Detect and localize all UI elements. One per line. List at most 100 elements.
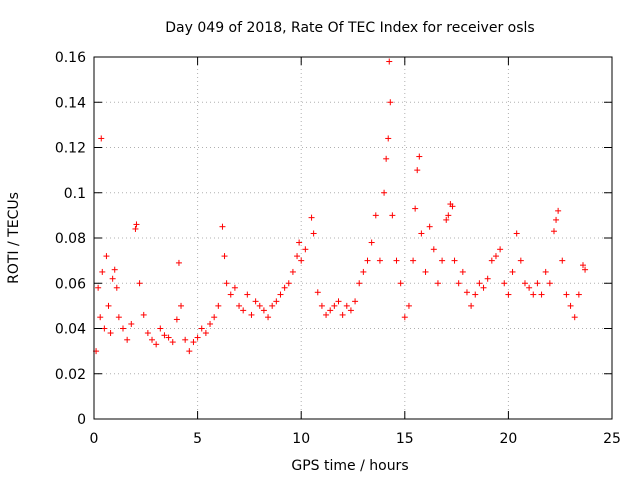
- data-point: [451, 257, 458, 264]
- data-point: [449, 203, 456, 210]
- data-point: [559, 257, 566, 264]
- data-point: [393, 257, 400, 264]
- data-point: [252, 298, 259, 305]
- x-tick-label: 20: [499, 431, 517, 447]
- data-point: [567, 302, 574, 309]
- y-tick-label: 0.16: [55, 50, 86, 66]
- data-point: [194, 334, 201, 341]
- x-tick-label: 0: [90, 431, 99, 447]
- data-point: [439, 257, 446, 264]
- data-point: [459, 268, 466, 275]
- data-point: [302, 246, 309, 253]
- data-point: [582, 266, 589, 273]
- data-point: [186, 348, 193, 355]
- data-point: [563, 291, 570, 298]
- data-point: [376, 257, 383, 264]
- data-point: [468, 302, 475, 309]
- data-point: [103, 253, 110, 260]
- data-point: [113, 284, 120, 291]
- data-point: [105, 302, 112, 309]
- data-point: [410, 257, 417, 264]
- data-point: [571, 314, 578, 321]
- data-point: [140, 311, 147, 318]
- data-point: [215, 302, 222, 309]
- data-point: [165, 334, 172, 341]
- data-point: [240, 307, 247, 314]
- data-point: [352, 298, 359, 305]
- data-point: [111, 266, 118, 273]
- data-point: [356, 280, 363, 287]
- data-point: [260, 307, 267, 314]
- y-tick-label: 0.06: [55, 276, 86, 292]
- data-point: [308, 214, 315, 221]
- data-point: [211, 314, 218, 321]
- data-point: [296, 239, 303, 246]
- data-point: [550, 228, 557, 235]
- data-point: [281, 284, 288, 291]
- data-point: [445, 212, 452, 219]
- data-point: [360, 268, 367, 275]
- y-tick-label: 0: [77, 412, 86, 428]
- data-point: [422, 268, 429, 275]
- data-point: [173, 316, 180, 323]
- data-point: [310, 230, 317, 237]
- data-point: [221, 253, 228, 260]
- data-point: [149, 336, 156, 343]
- y-tick-label: 0.12: [55, 141, 86, 157]
- data-point: [109, 275, 116, 282]
- data-point: [505, 291, 512, 298]
- data-point: [443, 216, 450, 223]
- data-point: [298, 257, 305, 264]
- y-tick-label: 0.08: [55, 231, 86, 247]
- data-point: [430, 246, 437, 253]
- data-point: [488, 257, 495, 264]
- data-point: [318, 302, 325, 309]
- data-point: [492, 253, 499, 260]
- data-point: [115, 314, 122, 321]
- data-point: [381, 189, 388, 196]
- data-point: [236, 302, 243, 309]
- data-point: [426, 223, 433, 230]
- y-axis-label: ROTI / TECUs: [6, 192, 22, 284]
- data-point: [169, 339, 176, 346]
- y-tick-label: 0.14: [55, 95, 86, 111]
- data-point: [517, 257, 524, 264]
- data-point: [386, 58, 393, 65]
- data-point: [202, 330, 209, 337]
- data-point: [480, 284, 487, 291]
- data-point: [501, 280, 508, 287]
- x-tick-label: 25: [603, 431, 621, 447]
- data-point: [343, 302, 350, 309]
- data-point: [455, 280, 462, 287]
- data-point: [273, 298, 280, 305]
- data-point: [476, 280, 483, 287]
- y-axis-ticks: 0 0.02 0.04 0.06 0.08 0.1 0.12 0.14 0.16: [55, 50, 612, 428]
- data-point: [434, 280, 441, 287]
- data-point: [256, 302, 263, 309]
- data-point: [521, 280, 528, 287]
- y-tick-label: 0.04: [55, 322, 86, 338]
- data-point: [269, 302, 276, 309]
- data-point: [383, 155, 390, 162]
- x-tick-label: 10: [292, 431, 310, 447]
- data-point: [484, 275, 491, 282]
- data-point: [207, 320, 214, 327]
- data-point: [144, 330, 151, 337]
- data-point: [546, 280, 553, 287]
- data-point: [98, 135, 105, 142]
- x-tick-label: 5: [193, 431, 202, 447]
- data-point: [97, 314, 104, 321]
- data-point: [513, 230, 520, 237]
- data-point: [244, 291, 251, 298]
- chart-title: Day 049 of 2018, Rate Of TEC Index for r…: [165, 20, 534, 36]
- data-point: [418, 230, 425, 237]
- data-point: [372, 212, 379, 219]
- data-point: [331, 302, 338, 309]
- data-point: [128, 320, 135, 327]
- data-point: [285, 280, 292, 287]
- data-point: [289, 268, 296, 275]
- data-point: [368, 239, 375, 246]
- data-point: [401, 314, 408, 321]
- data-point: [397, 280, 404, 287]
- data-point: [526, 284, 533, 291]
